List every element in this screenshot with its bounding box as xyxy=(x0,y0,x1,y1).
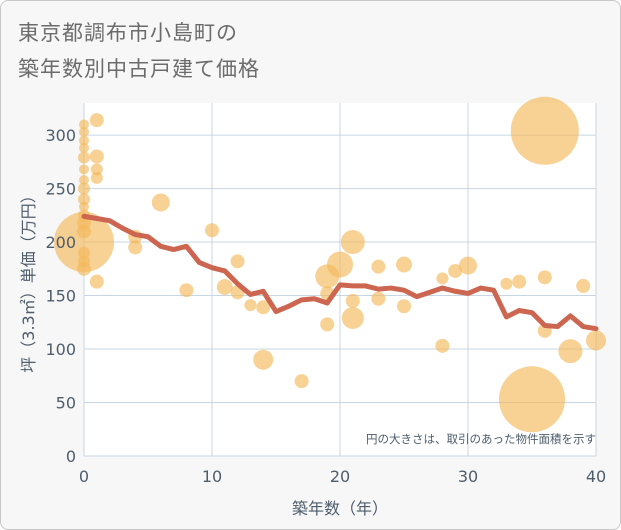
bubble-point xyxy=(89,149,104,164)
bubble-point xyxy=(558,339,583,364)
bubble-point xyxy=(89,113,104,128)
bubble-point xyxy=(340,230,365,255)
bubble-point xyxy=(510,96,579,165)
bubble-point xyxy=(79,201,89,212)
y-tick-label: 150 xyxy=(45,287,76,306)
bubble-point xyxy=(78,193,90,206)
bubble-point xyxy=(89,274,104,289)
bubble-point xyxy=(448,263,463,278)
y-axis-label: 坪（3.3㎡）単価（万円） xyxy=(19,187,38,372)
bubble-point xyxy=(459,256,477,275)
bubble-point xyxy=(205,223,219,238)
bubble-point xyxy=(79,126,89,137)
plot-note: 円の大きさは、取引のあった物件面積を示す xyxy=(366,432,596,446)
trend-line xyxy=(81,213,599,332)
bubble-point xyxy=(79,119,89,130)
trend-line-layer xyxy=(81,213,599,332)
x-tick-label: 30 xyxy=(458,467,478,486)
y-tick-label: 100 xyxy=(45,340,76,359)
y-tick-label: 50 xyxy=(56,394,76,413)
bubble-point xyxy=(79,135,89,146)
bubble-point xyxy=(576,278,591,293)
bubble-point xyxy=(179,283,194,298)
x-tick-label: 40 xyxy=(586,467,606,486)
y-tick-label: 300 xyxy=(45,126,76,145)
bubble-point xyxy=(436,272,449,285)
bubble-point xyxy=(435,338,450,353)
bubble-point xyxy=(128,240,143,255)
bubble-point xyxy=(79,175,89,186)
bubble-point xyxy=(79,164,89,175)
bubble-point xyxy=(151,193,170,212)
bubble-point xyxy=(327,251,353,278)
bubble-point xyxy=(345,293,360,308)
bubble-point xyxy=(216,278,233,295)
bubble-point xyxy=(586,330,606,351)
bubble-point xyxy=(77,261,91,276)
y-tick-label: 200 xyxy=(45,233,76,252)
bubble-point xyxy=(320,317,335,332)
bubble-point xyxy=(294,374,309,389)
bubble-point xyxy=(90,171,103,184)
bubble-point xyxy=(500,277,513,290)
bubble-point xyxy=(253,349,274,370)
bubble-point xyxy=(512,274,527,289)
bubble-point xyxy=(397,299,411,314)
bubble-point xyxy=(79,142,89,153)
bubble-point xyxy=(256,300,271,315)
bubble-point xyxy=(371,259,386,274)
bubble-point xyxy=(90,163,103,176)
x-axis-label: 築年数（年） xyxy=(292,499,388,518)
bubble-point xyxy=(78,182,90,195)
chart-title: 東京都調布市小島町の 築年数別中古戸建て価格 xyxy=(18,15,418,87)
bubble-point xyxy=(78,151,90,164)
y-tick-label: 0 xyxy=(66,447,76,466)
tick-labels: 0 10 20 30 40 0 50 100 150 200 250 300 xyxy=(45,126,606,486)
bubble-point xyxy=(537,270,552,285)
bubble-point xyxy=(78,246,90,259)
x-tick-label: 0 xyxy=(79,467,89,486)
bubble-point xyxy=(499,366,565,433)
chart-title-line-1: 東京都調布市小島町の xyxy=(18,21,238,45)
x-tick-label: 10 xyxy=(202,467,222,486)
bubble-point xyxy=(371,291,386,306)
bubble-point xyxy=(396,256,412,273)
bubble-point xyxy=(244,299,257,312)
y-tick-label: 250 xyxy=(45,180,76,199)
bubble-point xyxy=(230,254,245,269)
bubble-point xyxy=(54,212,114,273)
x-tick-label: 20 xyxy=(330,467,350,486)
bubble-point xyxy=(341,307,364,330)
chart-title-line-2: 築年数別中古戸建て価格 xyxy=(18,57,260,81)
